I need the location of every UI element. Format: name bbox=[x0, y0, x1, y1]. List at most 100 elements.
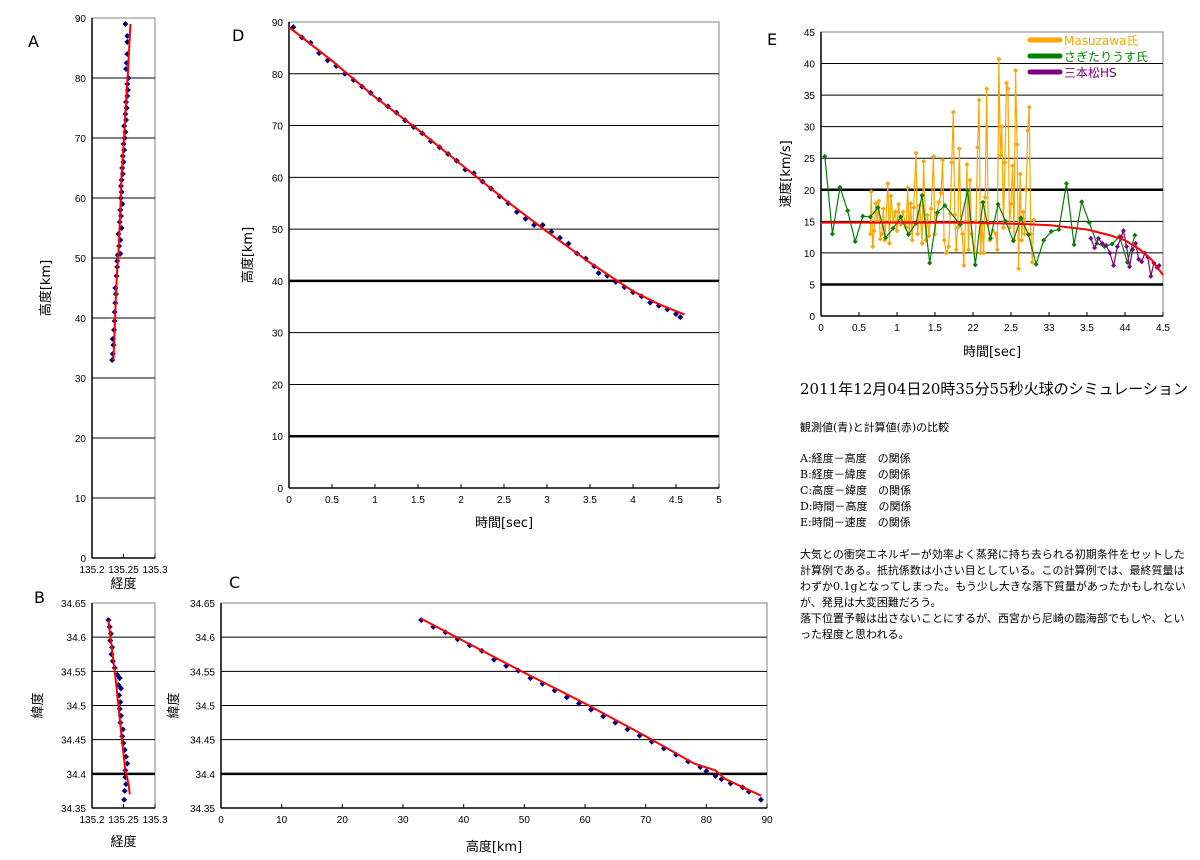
description-panel: 2011年12月04日20時35分55秒火球のシミュレーション 観測値(青)と計… bbox=[800, 378, 1195, 643]
legend-entry: Masuzawa氏 bbox=[1064, 34, 1138, 48]
x-tick-label: 135.3 bbox=[142, 815, 167, 826]
series-計算値 bbox=[821, 221, 1164, 276]
x-tick-label: 0 bbox=[286, 495, 292, 506]
series-Masuzawa氏 bbox=[867, 56, 1037, 272]
y-axis-title: 速度[km/s] bbox=[778, 140, 794, 208]
x-tick-label: 3 bbox=[544, 495, 550, 506]
x-tick-label: 20 bbox=[337, 815, 349, 826]
y-tick-label: 0 bbox=[277, 484, 283, 495]
comparison-subtitle: 観測値(青)と計算値(赤)の比較 bbox=[800, 421, 950, 434]
x-tick-label: 0 bbox=[818, 323, 824, 334]
series-計算値 bbox=[112, 23, 132, 361]
x-tick-label: 135.25 bbox=[108, 565, 139, 576]
x-axis-title: 経度 bbox=[110, 834, 136, 850]
y-tick-label: 34.6 bbox=[67, 633, 87, 644]
y-tick-label: 34.65 bbox=[190, 599, 215, 610]
y-tick-label: 60 bbox=[272, 173, 284, 184]
panel-letter-b: B bbox=[34, 588, 45, 607]
y-tick-label: 34.55 bbox=[190, 667, 215, 678]
y-tick-label: 20 bbox=[272, 380, 284, 391]
y-tick-label: 25 bbox=[804, 154, 816, 165]
description-paragraph-1: 大気との衝突エネルギーが効率よく蒸発に持ち去られる初期条件をセットした計算例であ… bbox=[800, 548, 1186, 609]
x-tick-label: 1.5 bbox=[928, 323, 942, 334]
y-tick-label: 35 bbox=[804, 91, 816, 102]
y-axis-title: 高度[km] bbox=[240, 227, 256, 283]
y-tick-label: 40 bbox=[272, 277, 284, 288]
panel-letter-d: D bbox=[232, 26, 245, 45]
x-tick-label: 1.5 bbox=[411, 495, 425, 506]
y-tick-label: 45 bbox=[804, 28, 816, 39]
y-tick-label: 70 bbox=[272, 122, 284, 133]
y-tick-label: 10 bbox=[272, 432, 284, 443]
x-axis-title: 経度 bbox=[110, 576, 136, 592]
y-axis-title: 緯度 bbox=[30, 692, 46, 718]
y-tick-label: 34.35 bbox=[61, 804, 86, 815]
x-axis-title: 時間[sec] bbox=[963, 345, 1021, 360]
panel-letter-e: E bbox=[767, 30, 778, 49]
relation-item-d: D:時間－高度 の関係 bbox=[800, 500, 912, 513]
series-計算値 bbox=[288, 26, 685, 316]
panel-letter-c: C bbox=[229, 573, 241, 592]
x-tick-label: 80 bbox=[701, 815, 713, 826]
y-tick-label: 40 bbox=[804, 60, 816, 71]
y-tick-label: 0 bbox=[809, 312, 815, 323]
panel-letter-a: A bbox=[28, 32, 39, 51]
y-tick-label: 34.5 bbox=[196, 702, 216, 713]
x-tick-label: 4.5 bbox=[669, 495, 683, 506]
y-tick-label: 34.4 bbox=[67, 770, 87, 781]
y-tick-label: 30 bbox=[272, 329, 284, 340]
y-tick-label: 80 bbox=[75, 74, 87, 85]
x-tick-label: 0.5 bbox=[852, 323, 866, 334]
series-三本松HS bbox=[1088, 228, 1162, 279]
y-tick-label: 50 bbox=[75, 254, 87, 265]
y-axis-title: 高度[km] bbox=[38, 260, 54, 316]
x-tick-label: 3.5 bbox=[583, 495, 597, 506]
x-tick-label: 60 bbox=[579, 815, 591, 826]
y-tick-label: 34.6 bbox=[196, 633, 216, 644]
x-tick-label: 135.3 bbox=[142, 565, 167, 576]
x-tick-label: 5 bbox=[716, 495, 722, 506]
y-tick-label: 0 bbox=[80, 554, 86, 565]
x-tick-label: 44 bbox=[1119, 323, 1131, 334]
legend-entry: さぎたりうす氏 bbox=[1064, 50, 1148, 64]
x-tick-label: 2 bbox=[458, 495, 464, 506]
y-tick-label: 34.5 bbox=[67, 702, 87, 713]
relation-item-c: C:高度－緯度 の関係 bbox=[800, 484, 912, 497]
y-tick-label: 20 bbox=[804, 186, 816, 197]
y-tick-label: 30 bbox=[804, 123, 816, 134]
x-tick-label: 22 bbox=[967, 323, 979, 334]
y-tick-label: 34.55 bbox=[61, 667, 86, 678]
x-tick-label: 10 bbox=[276, 815, 288, 826]
y-tick-label: 90 bbox=[272, 18, 284, 29]
series-計算値 bbox=[420, 617, 762, 797]
x-tick-label: 1 bbox=[894, 323, 900, 334]
x-tick-label: 4 bbox=[630, 495, 636, 506]
y-tick-label: 34.45 bbox=[190, 736, 215, 747]
x-tick-label: 33 bbox=[1043, 323, 1055, 334]
x-tick-label: 1 bbox=[372, 495, 378, 506]
y-tick-label: 34.35 bbox=[190, 804, 215, 815]
y-tick-label: 70 bbox=[75, 134, 87, 145]
x-axis-title: 時間[sec] bbox=[475, 516, 533, 531]
x-tick-label: 2.5 bbox=[497, 495, 511, 506]
y-tick-label: 50 bbox=[272, 225, 284, 236]
simulation-title: 2011年12月04日20時35分55秒火球のシミュレーション bbox=[800, 380, 1189, 398]
y-tick-label: 34.4 bbox=[196, 770, 216, 781]
y-axis-title: 緯度 bbox=[166, 692, 182, 718]
y-tick-label: 80 bbox=[272, 70, 284, 81]
y-tick-label: 10 bbox=[75, 494, 87, 505]
x-tick-label: 3.5 bbox=[1080, 323, 1094, 334]
relation-item-b: B:経度－緯度 の関係 bbox=[800, 468, 911, 481]
x-tick-label: 0.5 bbox=[325, 495, 339, 506]
legend-entry: 三本松HS bbox=[1064, 66, 1117, 80]
x-tick-label: 90 bbox=[761, 815, 773, 826]
x-tick-label: 40 bbox=[458, 815, 470, 826]
y-tick-label: 60 bbox=[75, 194, 87, 205]
y-tick-label: 5 bbox=[809, 280, 815, 291]
y-tick-label: 34.65 bbox=[61, 599, 86, 610]
